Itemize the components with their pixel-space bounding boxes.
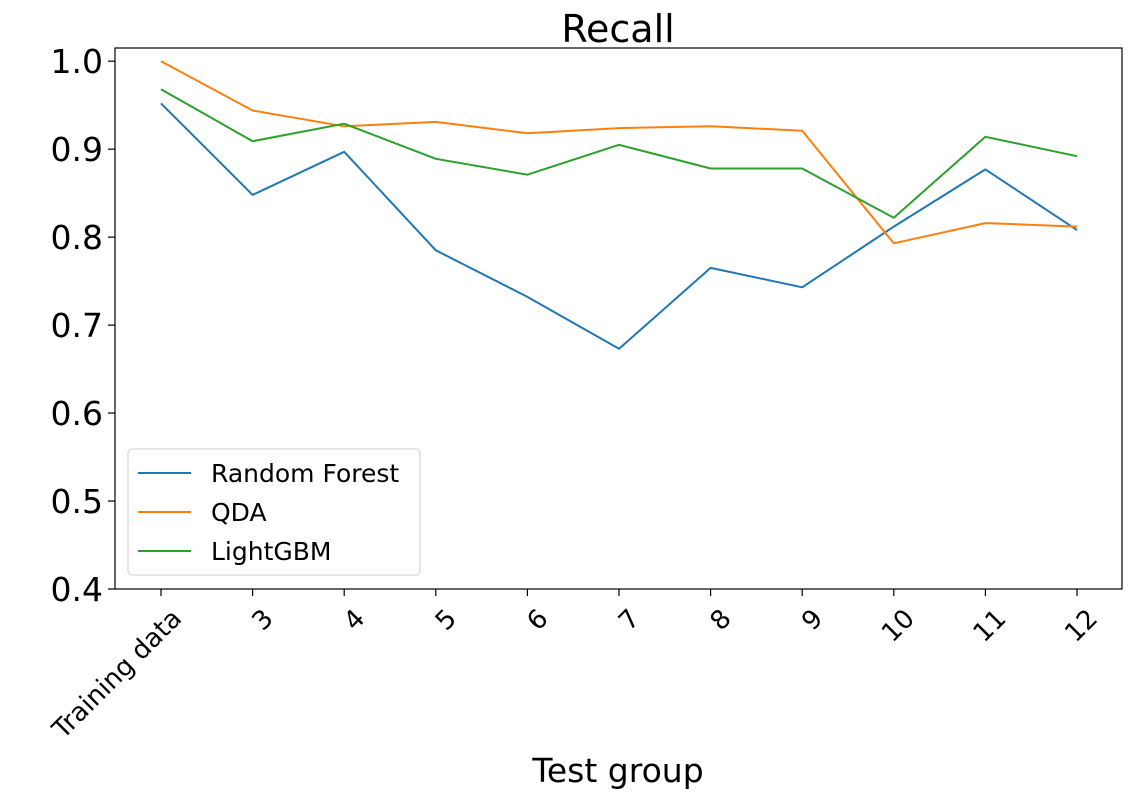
series-line-random-forest	[160, 102, 1078, 350]
x-tick-label: Training data	[46, 604, 188, 746]
x-tick-label: 3	[247, 604, 280, 637]
series-line-qda	[160, 60, 1078, 245]
x-axis: Training data 3 4 5 6 7 8 9 10 11 12	[46, 589, 1104, 745]
y-tick-label: 0.4	[51, 570, 103, 609]
x-tick-label: 8	[705, 604, 738, 637]
legend: Random Forest QDA LightGBM	[127, 448, 421, 576]
y-tick-label: 0.9	[51, 130, 103, 169]
x-tick-label: 4	[338, 604, 371, 637]
x-tick-label: 7	[613, 604, 646, 637]
legend-label: LightGBM	[211, 537, 331, 566]
series-line-lightgbm	[160, 88, 1078, 219]
x-tick-label: 9	[796, 604, 829, 637]
x-tick-label: 5	[430, 604, 463, 637]
y-axis: 0.4 0.5 0.6 0.7 0.8 0.9 1.0	[51, 42, 115, 609]
x-tick-label: 10	[876, 604, 921, 649]
chart-title: Recall	[561, 7, 674, 51]
y-tick-label: 0.6	[51, 394, 103, 433]
x-tick-label: 12	[1059, 604, 1104, 649]
x-tick-label: 6	[521, 604, 554, 637]
y-tick-label: 0.5	[51, 482, 103, 521]
legend-box	[127, 448, 421, 576]
y-tick-label: 0.7	[51, 306, 103, 345]
y-tick-label: 1.0	[51, 42, 103, 81]
x-axis-label: Test group	[531, 751, 703, 790]
x-tick-label: 11	[968, 604, 1013, 649]
plot-area	[160, 60, 1078, 350]
y-tick-label: 0.8	[51, 218, 103, 257]
legend-label: Random Forest	[211, 459, 399, 488]
legend-label: QDA	[211, 498, 267, 527]
